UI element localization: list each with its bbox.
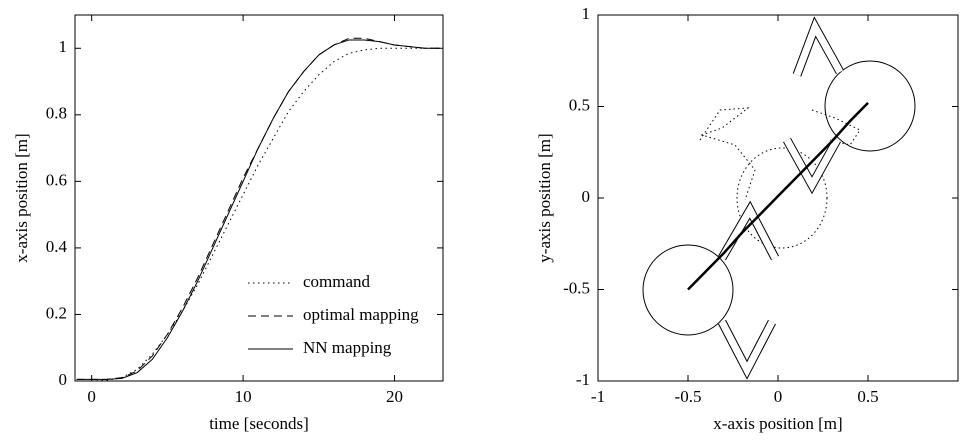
y-tick-label: 0.2 [46,303,67,322]
dotted-path [736,147,828,249]
data-line [76,39,440,380]
x-tick-label: 0 [87,387,96,406]
x-axis-label: x-axis position [m] [713,414,842,433]
y-tick-label: 0.4 [46,237,68,256]
y-tick-label: 0 [59,370,68,389]
y-axis-label: x-axis position [m] [12,133,31,262]
y-tick-label: 0 [582,187,591,206]
y-tick-label: -0.5 [563,278,590,297]
robot-drawing [642,16,916,380]
y-tick-label: 0.5 [569,95,590,114]
x-tick-label: 20 [386,387,403,406]
data-line [76,47,440,382]
y-tick-label: 1 [582,4,591,23]
y-tick-label: 0.8 [46,104,67,123]
data-line [687,101,869,291]
data-line [76,37,440,380]
x-tick-label: 10 [235,387,252,406]
dotted-trace [699,107,756,201]
robot-base [642,244,734,336]
x-tick-label: 0 [774,387,783,406]
x-tick-label: -1 [591,387,605,406]
y-tick-label: 1 [59,37,68,56]
legend-label: command [303,272,371,291]
x-tick-label: 0.5 [857,387,878,406]
x-tick-label: -0.5 [675,387,702,406]
x-axis-label: time [seconds] [209,414,309,433]
y-tick-label: -1 [576,370,590,389]
y-tick-label: 0.6 [46,170,67,189]
y-axis-label: y-axis position [m] [535,133,554,262]
axes-box [74,14,444,382]
legend-label: NN mapping [303,338,392,357]
legend-label: optimal mapping [303,305,419,324]
dotted-trace [811,109,861,146]
robot-base [824,60,916,152]
axes-box [597,14,959,382]
